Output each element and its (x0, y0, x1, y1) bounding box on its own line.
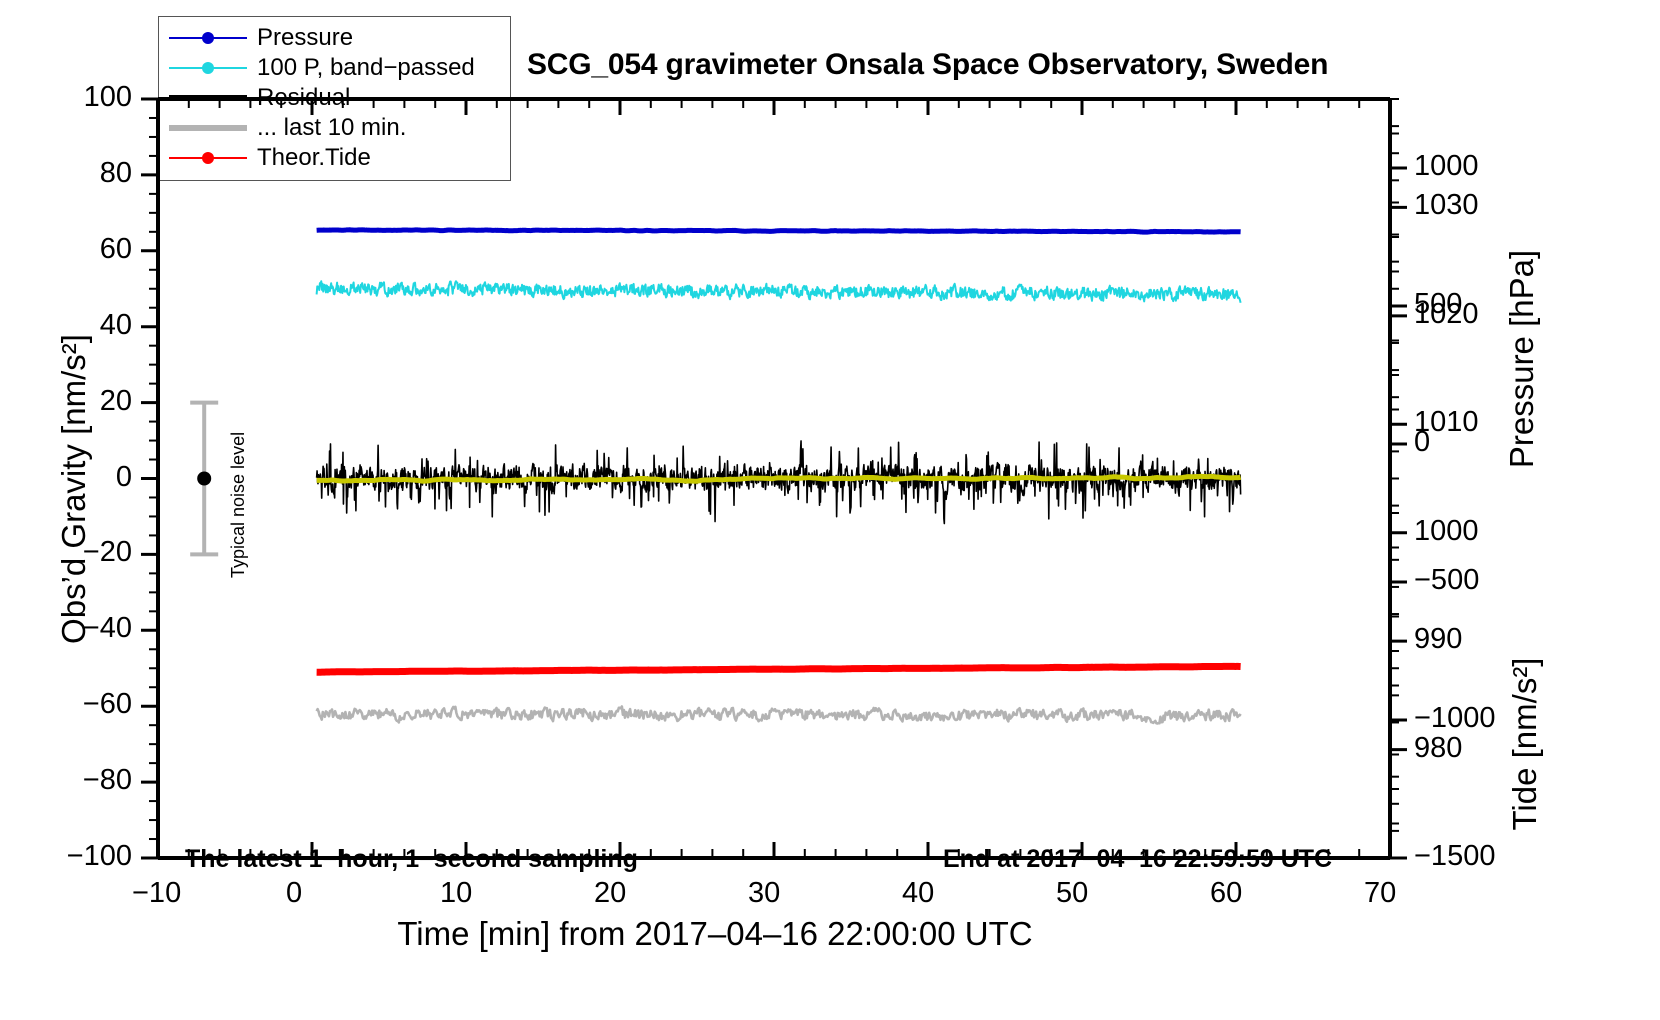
x-tick-label: 60 (1210, 877, 1243, 910)
y-tick-label-left: 60 (99, 232, 132, 265)
legend-item[interactable]: Theor.Tide (163, 143, 510, 173)
x-tick-label: 0 (286, 877, 303, 910)
y-tick-label-left: 40 (99, 308, 132, 341)
y-tick-label-left: 0 (115, 460, 132, 493)
series-residual-smoothed (315, 473, 1242, 484)
legend-swatch-1 (163, 23, 253, 53)
tide-tick-label: −1000 (1414, 702, 1496, 735)
x-tick-label: −10 (132, 877, 182, 910)
y-tick-label-left: −80 (82, 764, 132, 797)
legend-item[interactable]: 100 P, band−passed (163, 53, 510, 83)
legend-label: Theor.Tide (257, 144, 371, 171)
legend-line-icon (169, 125, 247, 131)
x-tick-label: 50 (1056, 877, 1089, 910)
y-tick-label-left: −20 (82, 536, 132, 569)
legend-label: ... last 10 min. (257, 114, 407, 141)
legend-dot-icon (202, 152, 214, 164)
legend-item[interactable]: Pressure (163, 23, 510, 53)
pressure-tick-label: 1030 (1414, 189, 1479, 222)
series-theoretical-tide (314, 662, 1243, 676)
y-tick-label-left: −40 (82, 612, 132, 645)
legend-item[interactable]: ... last 10 min. (163, 113, 510, 143)
tide-tick-label: −500 (1414, 564, 1480, 597)
tide-tick-label: 500 (1414, 288, 1463, 321)
tide-tick-label: 1000 (1414, 150, 1479, 183)
y-tick-label-left: 20 (99, 384, 132, 417)
noise-bar-center-dot (197, 471, 212, 486)
pressure-tick-label: 1010 (1414, 406, 1479, 439)
y-tick-label-left: −60 (82, 688, 132, 721)
x-tick-label: 20 (594, 877, 627, 910)
legend-swatch-5 (163, 143, 253, 173)
x-tick-label: 30 (748, 877, 781, 910)
series-pressure (315, 227, 1243, 235)
legend-swatch-2 (163, 53, 253, 83)
y-tick-label-left: 80 (99, 156, 132, 189)
series-last-10-min (315, 705, 1242, 725)
x-tick-label: 10 (440, 877, 473, 910)
tide-tick-label: 0 (1414, 426, 1431, 459)
legend-dot-icon (202, 62, 214, 74)
legend-dot-icon (202, 32, 214, 44)
pressure-tick-label: 980 (1414, 731, 1463, 764)
series-residual (315, 440, 1242, 525)
y-tick-label-left: 100 (83, 81, 132, 114)
y-tick-label-left: −100 (66, 840, 132, 873)
tide-tick-label: −1500 (1414, 840, 1496, 873)
x-tick-label: 40 (902, 877, 935, 910)
pressure-tick-label: 1020 (1414, 297, 1479, 330)
x-axis-title: Time [min] from 2017‒04‒16 22:00:00 UTC (397, 915, 1033, 952)
chart-title: SCG_054 gravimeter Onsala Space Observat… (527, 48, 1329, 81)
legend-label: 100 P, band−passed (257, 54, 475, 81)
pressure-tick-label: 1000 (1414, 514, 1479, 547)
x-tick-label: 70 (1364, 877, 1397, 910)
legend-swatch-4 (163, 113, 253, 143)
series-pressure-bandpassed (315, 280, 1242, 303)
pressure-tick-label: 990 (1414, 623, 1463, 656)
legend-label: Pressure (257, 24, 354, 51)
